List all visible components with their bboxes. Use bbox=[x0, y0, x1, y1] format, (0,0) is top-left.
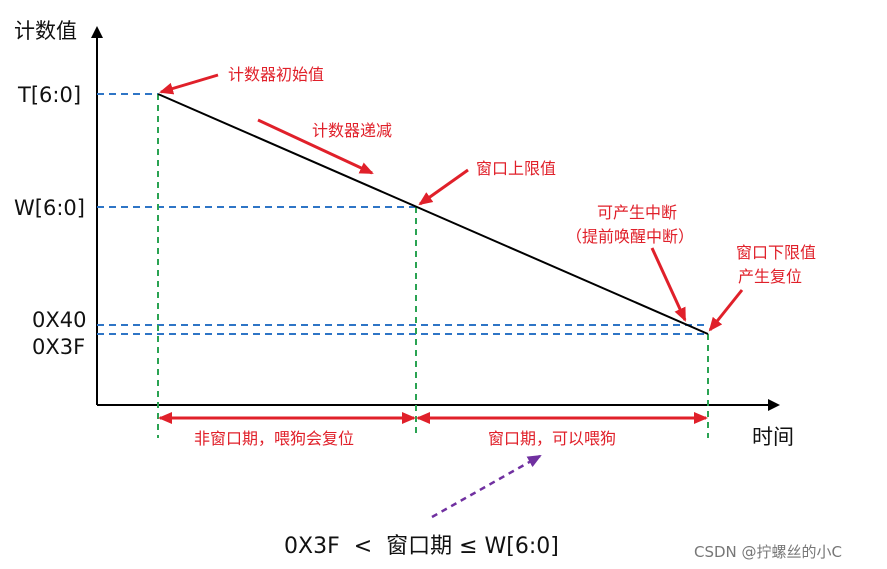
interrupt-pointer bbox=[650, 247, 687, 322]
tick-0x3f: 0X3F bbox=[32, 335, 85, 359]
initial-pointer bbox=[159, 73, 219, 95]
annotation-upper: 窗口上限值 bbox=[476, 159, 556, 178]
window-formula: 0X3F < 窗口期 ≤ W[6:0] bbox=[284, 534, 559, 559]
annotation-initial: 计数器初始值 bbox=[228, 65, 324, 84]
annotation-decrement: 计数器递减 bbox=[312, 121, 392, 140]
upper-pointer bbox=[418, 168, 469, 206]
x-axis-label: 时间 bbox=[752, 425, 794, 449]
annotation-interrupt-line2: （提前唤醒中断） bbox=[566, 227, 694, 246]
annotation-lower-line1: 窗口下限值 bbox=[736, 243, 816, 262]
tick-0x40: 0X40 bbox=[32, 308, 86, 332]
non-window-label: 非窗口期，喂狗会复位 bbox=[194, 429, 354, 448]
tick-t: T[6:0] bbox=[17, 83, 81, 107]
lower-pointer bbox=[708, 289, 744, 332]
y-axis-label: 计数值 bbox=[14, 19, 77, 43]
annotation-lower-line2: 产生复位 bbox=[738, 267, 802, 286]
formula-pointer bbox=[431, 454, 542, 519]
watermark: CSDN @拧螺丝的小C bbox=[694, 543, 842, 561]
counter-line bbox=[157, 93, 709, 335]
window-label: 窗口期，可以喂狗 bbox=[488, 429, 616, 448]
decrement-pointer bbox=[257, 118, 374, 175]
annotation-interrupt-line1: 可产生中断 bbox=[597, 203, 677, 222]
tick-w: W[6:0] bbox=[14, 196, 85, 220]
